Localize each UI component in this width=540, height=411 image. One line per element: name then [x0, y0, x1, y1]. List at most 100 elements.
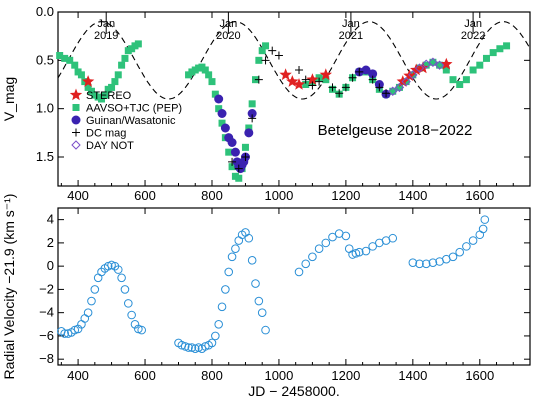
rv-point — [368, 242, 377, 251]
rv-ylabel: Radial Velocity −21.9 (km s⁻¹) — [1, 194, 17, 380]
rv-xtick-label: 800 — [201, 368, 223, 383]
vmag-ytick-label: 0.0 — [36, 4, 54, 19]
vmag-point-star — [306, 73, 319, 85]
rv-plot-frame — [57, 207, 531, 366]
vmag-point-square — [218, 119, 226, 127]
vmag-point-square — [71, 61, 79, 69]
vmag-point-plus — [315, 77, 324, 86]
vmag-point-square — [262, 42, 270, 50]
legend-entry-label: DC mag — [86, 128, 126, 140]
year-marker-label-line: 2019 — [94, 30, 118, 42]
rv-point — [415, 259, 424, 269]
vmag-point-plus — [341, 83, 350, 92]
rv-point — [214, 319, 223, 329]
vmag-ytick-label: 1.5 — [36, 149, 54, 164]
vmag-point-star — [292, 78, 306, 90]
vmag-point-square — [476, 61, 484, 69]
vmag-point-diamond-open — [414, 63, 425, 73]
vmag-point-circle — [220, 123, 230, 133]
rv-point — [247, 256, 257, 265]
vmag-point-square — [258, 47, 266, 55]
vmag-point-square — [101, 91, 109, 99]
rv-point — [217, 302, 227, 312]
vmag-ylabel: V_mag — [1, 77, 17, 121]
rv-point — [221, 285, 230, 294]
vmag-point-square — [66, 56, 74, 64]
vmag-xtick-label: 600 — [134, 188, 156, 203]
rv-point — [234, 236, 244, 245]
vmag-point-star — [279, 68, 292, 81]
vmag-point-plus — [348, 73, 357, 82]
vmag-point-circle — [217, 109, 227, 118]
rv-ytick-label: −8 — [39, 351, 54, 366]
rv-point — [90, 285, 100, 294]
vmag-point-square — [118, 61, 126, 69]
rv-point — [408, 258, 418, 267]
vmag-point-plus — [228, 157, 237, 166]
vmag-point-square — [205, 71, 213, 79]
rv-point — [308, 252, 317, 262]
vmag-point-circle — [214, 94, 224, 104]
rv-point — [123, 299, 133, 308]
vmag-point-star — [286, 75, 299, 87]
vmag-point-star — [319, 68, 332, 81]
radial-velocity-panel: 400 600 800 1000 1200 1400 1600 4 2 0 −2 −4 −6 −8 Radi… — [1, 194, 531, 399]
vmag-point-square — [208, 78, 216, 86]
vmag-point-plus — [301, 75, 310, 84]
vmag-point-plus — [241, 153, 250, 161]
model-curve-dashed — [57, 21, 530, 100]
vmag-point-diamond-open — [408, 70, 418, 80]
vmag-point-square — [215, 105, 223, 113]
rv-ytick-label: 0 — [47, 258, 54, 273]
vmag-point-square — [496, 45, 504, 53]
vmag-point-square — [98, 95, 106, 103]
rv-xtick-label: 1200 — [331, 368, 360, 383]
legend-entry-label: STEREO — [86, 90, 132, 102]
rv-point — [314, 244, 324, 254]
vmag-xtick-label: 400 — [67, 188, 89, 203]
rv-point — [251, 279, 260, 288]
vmag-point-circle — [244, 128, 254, 138]
rv-ytick-label: −2 — [39, 281, 54, 296]
rv-point — [261, 325, 270, 335]
year-marker-label: Jan 2021 — [339, 18, 363, 42]
rv-point — [224, 267, 234, 277]
vmag-point-square — [241, 143, 249, 151]
rv-point — [211, 331, 220, 341]
rv-ytick-label: 2 — [47, 235, 54, 250]
vmag-point-square — [469, 66, 477, 74]
vmag-point-square — [449, 76, 457, 84]
rv-ytick-label: 4 — [47, 212, 54, 227]
vmag-point-square — [322, 76, 330, 84]
rv-point — [113, 265, 123, 274]
vmag-point-plus — [328, 83, 337, 92]
rv-point — [207, 338, 217, 348]
rv-point — [428, 258, 438, 267]
legend-entry-label: DAY NOT — [86, 140, 134, 152]
vmag-point-square — [114, 71, 122, 79]
rv-ytick-label: −4 — [39, 305, 54, 320]
rv-point — [83, 308, 93, 317]
legend-marker-diamond-open — [71, 140, 81, 150]
vmag-point-plus — [261, 56, 270, 65]
vmag-point-square — [84, 83, 92, 91]
rv-point — [448, 252, 458, 262]
rv-xtick-label: 400 — [67, 368, 89, 383]
vmag-point-plus — [248, 114, 257, 123]
vmag-point-circle — [247, 109, 257, 118]
rv-point — [60, 329, 69, 338]
legend-marker-square — [72, 104, 80, 111]
legend-marker-plus — [72, 128, 80, 137]
rv-point — [468, 236, 478, 245]
rv-point — [127, 310, 136, 320]
vmag-point-square — [302, 81, 310, 88]
vmag-point-square — [201, 66, 209, 74]
vmag-point-square — [456, 81, 464, 88]
vmag-point-plus — [375, 83, 384, 92]
rv-point — [87, 296, 96, 306]
rv-point — [137, 325, 146, 335]
vmag-point-square — [87, 87, 95, 95]
vmag-point-square — [395, 83, 403, 91]
vmag-point-plus — [274, 51, 283, 60]
